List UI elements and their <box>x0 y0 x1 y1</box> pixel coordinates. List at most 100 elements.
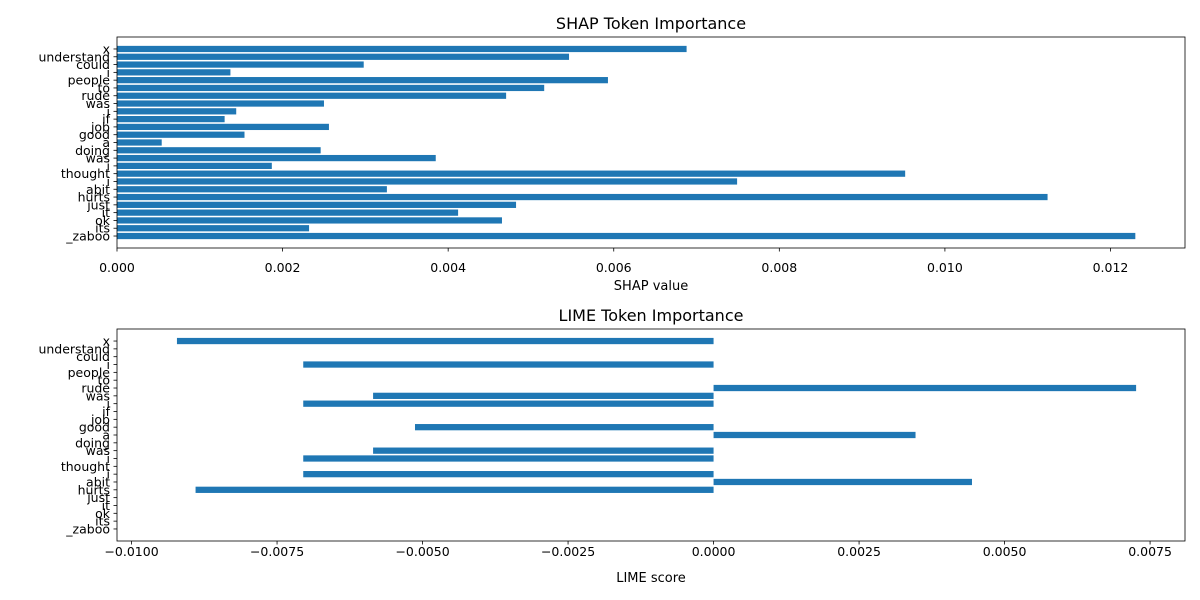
shap-category-label: ok <box>95 213 111 228</box>
lime-category-label: i <box>107 396 110 411</box>
lime-category-label: abit <box>86 474 110 489</box>
lime-xtick-label: −0.0025 <box>541 544 595 559</box>
shap-bar <box>117 201 517 208</box>
shap-category-label: good <box>79 127 110 142</box>
shap-bar <box>117 69 231 76</box>
shap-bar <box>117 100 324 107</box>
shap-category-label: i <box>107 65 110 80</box>
shap-plot-frame <box>116 36 1186 249</box>
shap-bar <box>117 193 1048 201</box>
shap-category-label: understand <box>38 49 110 64</box>
lime-category-label: good <box>79 420 110 435</box>
shap-category-label: was <box>86 96 110 111</box>
shap-xtick-label: 0.010 <box>927 260 963 275</box>
shap-bar <box>117 162 272 169</box>
shap-bar <box>117 209 459 216</box>
lime-category-label: _zaboo <box>65 521 110 536</box>
shap-bar <box>117 178 738 185</box>
lime-category-label: to <box>97 373 110 388</box>
lime-bar <box>713 384 1137 392</box>
lime-bar <box>713 431 916 439</box>
lime-category-label: ok <box>95 506 111 521</box>
shap-category-label: i <box>107 158 110 173</box>
shap-category-label: hurts <box>78 190 110 205</box>
lime-panel: LIME Token Importance _zabooitsokitjusthu… <box>38 306 1186 586</box>
lime-category-label: i <box>107 467 110 482</box>
shap-xtick-label: 0.004 <box>430 260 466 275</box>
shap-bar <box>117 92 507 99</box>
lime-category-label: if <box>102 404 110 419</box>
lime-x-axis-label: LIME score <box>616 571 686 586</box>
shap-category-label: just <box>86 197 110 212</box>
lime-category-label: hurts <box>78 482 110 497</box>
shap-bar <box>117 77 608 84</box>
lime-bar <box>303 471 714 478</box>
lime-bar <box>303 400 714 407</box>
shap-category-label: i <box>107 104 110 119</box>
lime-category-label: people <box>68 365 111 380</box>
lime-category-label: x <box>103 334 110 349</box>
lime-xtick-label: −0.0075 <box>250 544 304 559</box>
shap-bar <box>117 217 502 224</box>
shap-category-label: x <box>103 41 110 56</box>
lime-chart-title: LIME Token Importance <box>559 306 744 325</box>
lime-bar <box>176 337 714 345</box>
shap-category-label: was <box>86 151 110 166</box>
shap-category-label: people <box>68 73 111 88</box>
shap-category-label: to <box>97 80 110 95</box>
shap-category-label: i <box>107 174 110 189</box>
lime-xtick-label: 0.0050 <box>983 544 1027 559</box>
shap-bar <box>117 170 906 177</box>
shap-x-axis-label: SHAP value <box>614 279 688 294</box>
shap-category-label: it <box>102 205 110 220</box>
shap-bar <box>117 84 545 92</box>
shap-bar <box>117 123 329 131</box>
shap-bar <box>117 139 162 146</box>
lime-category-label: just <box>86 490 110 505</box>
shap-bar <box>117 108 237 115</box>
shap-category-label: thought <box>61 166 110 181</box>
lime-xtick-label: −0.0100 <box>104 544 158 559</box>
shap-category-label: doing <box>75 143 110 158</box>
lime-category-label: job <box>90 412 110 427</box>
shap-xtick-label: 0.006 <box>596 260 632 275</box>
lime-category-label: i <box>107 451 110 466</box>
shap-bar <box>117 154 436 162</box>
lime-bar <box>195 486 714 493</box>
lime-plot-frame <box>116 328 1186 542</box>
shap-category-label: if <box>102 112 110 127</box>
lime-category-label: was <box>86 443 110 458</box>
lime-category-label: rude <box>81 381 110 396</box>
shap-panel: SHAP Token Importance _zabooitsokitjusthu… <box>38 14 1186 294</box>
shap-chart-title: SHAP Token Importance <box>556 14 746 33</box>
lime-category-label: was <box>86 388 110 403</box>
shap-bar <box>117 131 245 138</box>
shap-category-label: its <box>95 221 110 236</box>
lime-category-label: understand <box>38 341 110 356</box>
lime-category-label: could <box>76 349 110 364</box>
lime-bar <box>373 392 714 399</box>
lime-category-label: doing <box>75 435 110 450</box>
shap-bar <box>117 61 364 68</box>
shap-category-label: job <box>90 119 110 134</box>
shap-category-label: rude <box>81 88 110 103</box>
shap-xtick-label: 0.000 <box>99 260 135 275</box>
lime-category-label: its <box>95 514 110 529</box>
shap-category-label: a <box>102 135 110 150</box>
shap-category-label: could <box>76 57 110 72</box>
lime-xtick-label: 0.0025 <box>837 544 881 559</box>
lime-xtick-label: 0.0075 <box>1128 544 1172 559</box>
lime-category-label: thought <box>61 459 110 474</box>
shap-xtick-label: 0.002 <box>265 260 301 275</box>
lime-bar <box>373 447 714 454</box>
lime-bar <box>414 424 714 431</box>
lime-xtick-label: 0.0000 <box>692 544 736 559</box>
shap-category-label: abit <box>86 182 110 197</box>
shap-xtick-label: 0.008 <box>761 260 797 275</box>
shap-bar <box>117 53 570 60</box>
lime-category-label: i <box>107 357 110 372</box>
lime-xtick-label: −0.0050 <box>395 544 449 559</box>
shap-bar <box>117 186 387 193</box>
shap-bar <box>117 147 321 154</box>
lime-bar <box>713 478 972 486</box>
